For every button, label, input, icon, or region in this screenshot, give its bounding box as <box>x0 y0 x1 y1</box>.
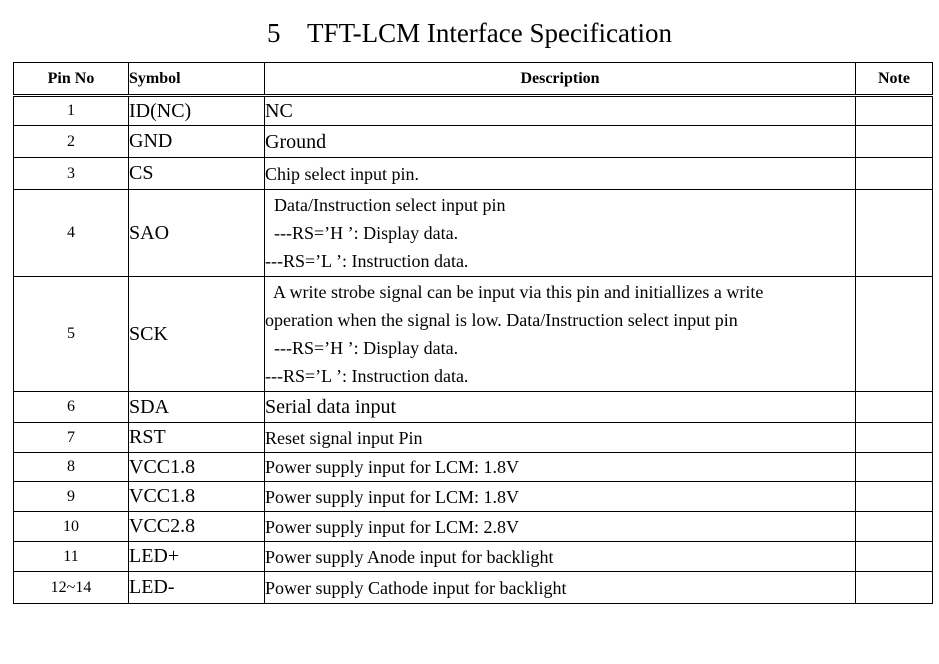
table-row: 7 RST Reset signal input Pin <box>13 422 933 453</box>
table-row: 9 VCC1.8 Power supply input for LCM: 1.8… <box>13 481 933 512</box>
pin-symbol: VCC1.8 <box>128 452 265 482</box>
description-line: Chip select input pin. <box>265 163 419 184</box>
header-description: Description <box>264 62 856 97</box>
pin-description: Chip select input pin. <box>264 157 856 190</box>
pin-description: Data/Instruction select input pin ---RS=… <box>264 189 856 277</box>
table-row: 11 LED+ Power supply Anode input for bac… <box>13 541 933 572</box>
pin-description: Power supply input for LCM: 1.8V <box>264 452 856 482</box>
pin-number: 3 <box>13 157 129 190</box>
pin-note <box>855 391 933 423</box>
pin-note <box>855 422 933 453</box>
description-line: Reset signal input Pin <box>265 427 423 448</box>
pin-description: A write strobe signal can be input via t… <box>264 276 856 392</box>
table-row: 12~14 LED- Power supply Cathode input fo… <box>13 571 933 604</box>
table-row: 2 GND Ground <box>13 125 933 158</box>
table-row: 3 CS Chip select input pin. <box>13 157 933 190</box>
pin-symbol: SCK <box>128 276 265 392</box>
pin-description: Reset signal input Pin <box>264 422 856 453</box>
description-line: A write strobe signal can be input via t… <box>265 282 764 302</box>
pin-description: Power supply Cathode input for backlight <box>264 571 856 604</box>
pin-note <box>855 571 933 604</box>
description-line: ---RS=’H ’: Display data. <box>265 223 459 243</box>
pin-symbol: SDA <box>128 391 265 423</box>
pin-description: Serial data input <box>264 391 856 423</box>
table-row: 4 SAO Data/Instruction select input pin … <box>13 189 933 277</box>
description-line: ---RS=’H ’: Display data. <box>265 338 459 358</box>
table-row: 1 ID(NC) NC <box>13 95 933 126</box>
pin-description: Ground <box>264 125 856 158</box>
pin-note <box>855 189 933 277</box>
pin-number: 7 <box>13 422 129 453</box>
pin-number: 4 <box>13 189 129 277</box>
table-row: 6 SDA Serial data input <box>13 391 933 423</box>
pin-note <box>855 157 933 190</box>
pin-note <box>855 481 933 512</box>
description-line: Power supply Anode input for backlight <box>265 546 554 567</box>
header-note: Note <box>855 62 933 97</box>
pin-number: 1 <box>13 95 129 126</box>
table-row: 10 VCC2.8 Power supply input for LCM: 2.… <box>13 511 933 542</box>
description-line: Data/Instruction select input pin <box>265 195 506 215</box>
pin-note <box>855 541 933 572</box>
pin-note <box>855 125 933 158</box>
pin-number: 9 <box>13 481 129 512</box>
pin-description: Power supply input for LCM: 2.8V <box>264 511 856 542</box>
header-pin-no: Pin No <box>13 62 129 97</box>
pin-symbol: LED- <box>128 571 265 604</box>
pin-number: 11 <box>13 541 129 572</box>
header-symbol: Symbol <box>128 62 265 97</box>
page-title: 5 TFT-LCM Interface Specification <box>267 18 672 48</box>
table-header-row: Pin No Symbol Description Note <box>13 62 933 97</box>
description-line: Power supply Cathode input for backlight <box>265 577 567 598</box>
description-line: NC <box>265 100 293 122</box>
description-line: Power supply input for LCM: 2.8V <box>265 516 520 537</box>
pin-number: 12~14 <box>13 571 129 604</box>
pin-symbol: LED+ <box>128 541 265 572</box>
description-line: Serial data input <box>265 396 397 418</box>
description-line: ---RS=’L ’: Instruction data. <box>265 251 469 271</box>
pin-number: 8 <box>13 452 129 482</box>
pin-note <box>855 276 933 392</box>
description-line: Power supply input for LCM: 1.8V <box>265 457 520 477</box>
pin-symbol: ID(NC) <box>128 95 265 126</box>
interface-spec-table: Pin No Symbol Description Note 1 ID(NC) … <box>13 62 933 604</box>
description-line: operation when the signal is low. Data/I… <box>265 310 738 330</box>
pin-number: 10 <box>13 511 129 542</box>
pin-note <box>855 95 933 126</box>
pin-description: Power supply Anode input for backlight <box>264 541 856 572</box>
pin-symbol: VCC2.8 <box>128 511 265 542</box>
description-line: ---RS=’L ’: Instruction data. <box>265 366 469 386</box>
pin-number: 2 <box>13 125 129 158</box>
pin-note <box>855 452 933 482</box>
table-row: 5 SCK A write strobe signal can be input… <box>13 276 933 392</box>
pin-symbol: GND <box>128 125 265 158</box>
table-row: 8 VCC1.8 Power supply input for LCM: 1.8… <box>13 452 933 482</box>
description-line: Power supply input for LCM: 1.8V <box>265 486 520 507</box>
pin-description: Power supply input for LCM: 1.8V <box>264 481 856 512</box>
pin-description: NC <box>264 95 856 126</box>
pin-symbol: CS <box>128 157 265 190</box>
pin-number: 6 <box>13 391 129 423</box>
pin-note <box>855 511 933 542</box>
description-line: Ground <box>265 130 327 153</box>
pin-number: 5 <box>13 276 129 392</box>
pin-symbol: VCC1.8 <box>128 481 265 512</box>
pin-symbol: SAO <box>128 189 265 277</box>
pin-symbol: RST <box>128 422 265 453</box>
